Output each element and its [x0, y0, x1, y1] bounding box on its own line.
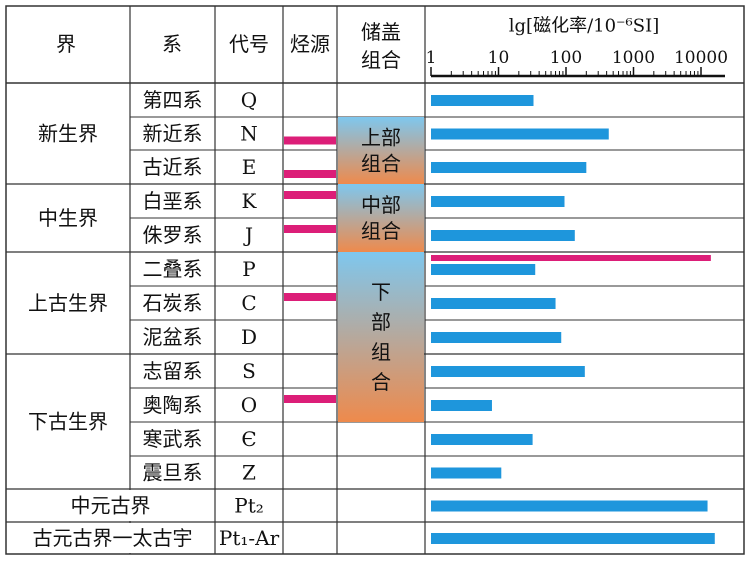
cover-group-label: 上部 — [361, 126, 401, 150]
susceptibility-bar — [431, 533, 715, 544]
susceptibility-bar — [431, 128, 609, 140]
cover-group-block — [338, 184, 424, 252]
source-rock-marker — [284, 293, 336, 301]
cover-group-label: 部 — [371, 310, 391, 334]
code-label: K — [242, 189, 258, 213]
cover-group-label: 组合 — [361, 152, 401, 176]
susceptibility-bar — [431, 400, 492, 411]
susceptibility-bar — [431, 162, 587, 173]
code-label: J — [243, 223, 253, 247]
system-label: 第四系 — [143, 88, 203, 112]
system-label: 奥陶系 — [143, 393, 203, 417]
table-border — [5, 5, 745, 555]
source-rock-marker — [284, 395, 336, 403]
code-label: P — [242, 257, 255, 281]
code-label: S — [242, 359, 256, 383]
header-cover-line1: 储盖 — [361, 20, 401, 44]
susceptibility-bar-high — [431, 255, 711, 261]
bar-layer — [284, 95, 715, 544]
code-label: Z — [242, 461, 256, 485]
susceptibility-bar — [431, 332, 562, 343]
cover-group-block — [338, 117, 424, 184]
header-cover-line2: 组合 — [361, 48, 401, 72]
era-label: 中生界 — [38, 206, 98, 230]
susceptibility-bar — [431, 264, 536, 275]
x-tick-label: 100 — [550, 48, 582, 68]
header-source-rock: 烃源 — [290, 32, 330, 56]
x-tick-label: 1000 — [612, 48, 655, 68]
system-label: 白垩系 — [143, 189, 203, 213]
merged-cell — [7, 490, 214, 521]
source-rock-marker — [284, 136, 336, 145]
source-rock-marker — [284, 191, 336, 199]
system-label: 二叠系 — [143, 257, 203, 281]
code-label: N — [240, 122, 258, 146]
cover-group-label: 下 — [371, 280, 391, 304]
susceptibility-bar — [431, 434, 533, 445]
era-label: 上古生界 — [28, 291, 108, 315]
source-rock-marker — [284, 170, 336, 178]
table-grid — [5, 5, 745, 555]
x-tick-label: 10 — [488, 48, 510, 68]
code-label: E — [242, 155, 257, 179]
cover-group-block — [338, 252, 424, 422]
code-label: C — [241, 291, 256, 315]
susceptibility-bar — [431, 196, 565, 207]
header-era: 界 — [56, 32, 76, 56]
system-label: 泥盆系 — [143, 325, 203, 349]
era-label: 古元古界一太古宇 — [33, 526, 193, 550]
code-label: Pt₂ — [234, 494, 264, 518]
cover-group-layer — [338, 117, 424, 422]
merged-cell — [7, 523, 214, 553]
code-label: O — [241, 393, 257, 417]
code-label: Q — [241, 88, 257, 112]
era-label: 下古生界 — [28, 410, 108, 434]
susceptibility-bar — [431, 230, 575, 241]
system-label: 新近系 — [143, 122, 203, 146]
header-code: 代号 — [229, 32, 269, 56]
system-label: 石炭系 — [143, 291, 203, 315]
code-label: D — [241, 325, 257, 349]
cover-group-label: 组合 — [361, 219, 401, 243]
system-label: 震旦系 — [143, 461, 203, 485]
system-label: 志留系 — [143, 359, 203, 383]
era-label: 中元古界 — [71, 494, 151, 518]
code-label: Є — [241, 427, 256, 451]
susceptibility-bar — [431, 298, 556, 309]
susceptibility-bar — [431, 366, 585, 377]
susceptibility-bar — [431, 500, 708, 512]
susceptibility-bar — [431, 467, 502, 479]
cover-group-label: 合 — [371, 370, 391, 394]
era-label: 新生界 — [38, 122, 98, 146]
system-label: 寒武系 — [143, 427, 203, 451]
code-label: Pt₁-Ar — [219, 526, 280, 550]
susceptibility-bar — [431, 95, 534, 106]
x-tick-label: 10000 — [674, 48, 728, 68]
system-label: 古近系 — [143, 155, 203, 179]
cover-group-label: 组 — [371, 340, 391, 364]
system-label: 侏罗系 — [143, 223, 203, 247]
source-rock-marker — [284, 225, 336, 233]
cover-group-label: 中部 — [361, 193, 401, 217]
header-system: 系 — [162, 32, 182, 56]
x-tick-label: 1 — [426, 48, 437, 68]
header-susceptibility: lg[磁化率/10⁻⁶SI] — [509, 16, 659, 37]
